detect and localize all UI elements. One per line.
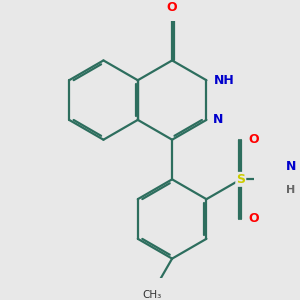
Text: O: O xyxy=(167,1,177,14)
Text: O: O xyxy=(248,133,259,146)
Text: S: S xyxy=(236,173,245,186)
Text: CH₃: CH₃ xyxy=(142,290,162,300)
Text: NH: NH xyxy=(214,74,234,87)
Text: H: H xyxy=(286,185,296,195)
Text: N: N xyxy=(286,160,297,173)
Text: N: N xyxy=(212,113,223,126)
Text: O: O xyxy=(248,212,259,226)
